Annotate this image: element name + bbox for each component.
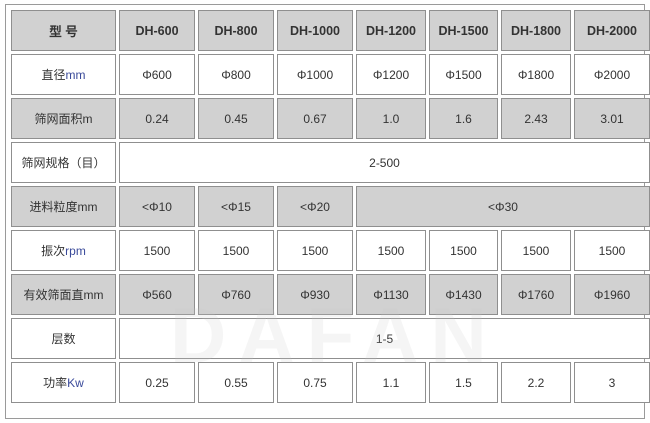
- model-header: DH-1500: [429, 10, 498, 51]
- cell: Φ800: [198, 54, 274, 95]
- cell: Φ600: [119, 54, 195, 95]
- cell: 1500: [198, 230, 274, 271]
- cell: 0.75: [277, 362, 353, 403]
- cell: 0.45: [198, 98, 274, 139]
- cell: 2.2: [501, 362, 571, 403]
- cell: 1.5: [429, 362, 498, 403]
- spec-table: 型 号 DH-600 DH-800 DH-1000 DH-1200 DH-150…: [8, 7, 650, 406]
- cell: <Φ30: [356, 186, 650, 227]
- cell: Φ1430: [429, 274, 498, 315]
- row-label: 筛网规格（目）: [11, 142, 116, 183]
- cell: 1500: [501, 230, 571, 271]
- cell: 0.24: [119, 98, 195, 139]
- cell: 1500: [277, 230, 353, 271]
- cell: Φ760: [198, 274, 274, 315]
- table-row-power: 功率Kw 0.25 0.55 0.75 1.1 1.5 2.2 3: [11, 362, 650, 403]
- cell: Φ1760: [501, 274, 571, 315]
- cell: <Φ20: [277, 186, 353, 227]
- cell: Φ2000: [574, 54, 650, 95]
- row-label: 功率Kw: [11, 362, 116, 403]
- cell: 1.6: [429, 98, 498, 139]
- cell: Φ1200: [356, 54, 426, 95]
- table-row-layers: 层数 1-5: [11, 318, 650, 359]
- cell: Φ1130: [356, 274, 426, 315]
- row-label: 直径mm: [11, 54, 116, 95]
- table-row-effective-diameter: 有效筛面直mm Φ560 Φ760 Φ930 Φ1130 Φ1430 Φ1760…: [11, 274, 650, 315]
- cell: 1500: [429, 230, 498, 271]
- model-header: DH-1200: [356, 10, 426, 51]
- cell: 0.25: [119, 362, 195, 403]
- cell: Φ930: [277, 274, 353, 315]
- cell: Φ1800: [501, 54, 571, 95]
- cell: 1.1: [356, 362, 426, 403]
- model-header: DH-2000: [574, 10, 650, 51]
- cell: 1-5: [119, 318, 650, 359]
- cell: <Φ10: [119, 186, 195, 227]
- cell: Φ560: [119, 274, 195, 315]
- row-label: 振次rpm: [11, 230, 116, 271]
- cell: Φ1960: [574, 274, 650, 315]
- row-label: 进料粒度mm: [11, 186, 116, 227]
- model-header: DH-1800: [501, 10, 571, 51]
- cell: <Φ15: [198, 186, 274, 227]
- model-header: DH-1000: [277, 10, 353, 51]
- cell: 1500: [574, 230, 650, 271]
- header-label: 型 号: [11, 10, 116, 51]
- row-label: 有效筛面直mm: [11, 274, 116, 315]
- table-row-mesh-spec: 筛网规格（目） 2-500: [11, 142, 650, 183]
- cell: 2.43: [501, 98, 571, 139]
- table-row-vibration: 振次rpm 1500 1500 1500 1500 1500 1500 1500: [11, 230, 650, 271]
- cell: 1500: [119, 230, 195, 271]
- table-row-screen-area: 筛网面积m 0.24 0.45 0.67 1.0 1.6 2.43 3.01: [11, 98, 650, 139]
- cell: 3: [574, 362, 650, 403]
- table-row-diameter: 直径mm Φ600 Φ800 Φ1000 Φ1200 Φ1500 Φ1800 Φ…: [11, 54, 650, 95]
- spec-table-frame: 型 号 DH-600 DH-800 DH-1000 DH-1200 DH-150…: [5, 4, 650, 419]
- cell: 0.67: [277, 98, 353, 139]
- cell: Φ1500: [429, 54, 498, 95]
- cell: 2-500: [119, 142, 650, 183]
- model-header: DH-800: [198, 10, 274, 51]
- header-row: 型 号 DH-600 DH-800 DH-1000 DH-1200 DH-150…: [11, 10, 650, 51]
- cell: 1500: [356, 230, 426, 271]
- cell: 1.0: [356, 98, 426, 139]
- table-row-feed-size: 进料粒度mm <Φ10 <Φ15 <Φ20 <Φ30: [11, 186, 650, 227]
- cell: 3.01: [574, 98, 650, 139]
- model-header: DH-600: [119, 10, 195, 51]
- cell: 0.55: [198, 362, 274, 403]
- row-label: 层数: [11, 318, 116, 359]
- cell: Φ1000: [277, 54, 353, 95]
- row-label: 筛网面积m: [11, 98, 116, 139]
